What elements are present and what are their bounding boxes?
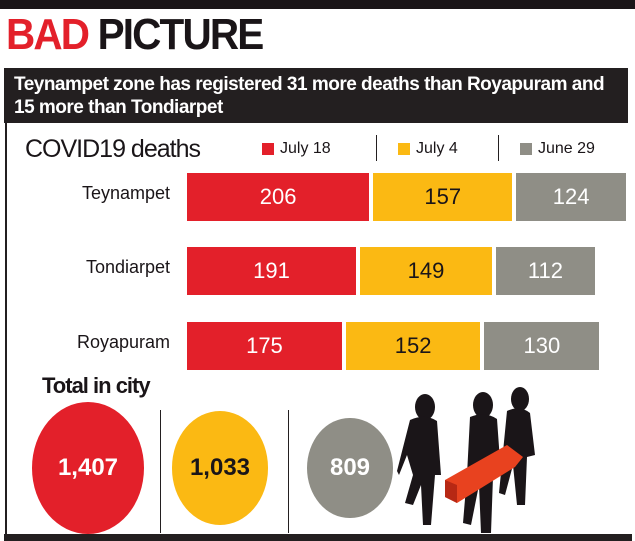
legend-separator [498,135,499,161]
legend-swatch [520,143,532,155]
bar-segment: 112 [495,247,595,295]
bar-value-label: 191 [253,258,290,283]
pallbearers-illustration [397,387,535,533]
subtitle: Teynampet zone has registered 31 more de… [4,68,628,123]
legend-swatch [398,143,410,155]
bottom-bar [4,534,632,541]
bar-segment: 206 [187,173,370,221]
frame-line [5,123,7,535]
bar-segment: 124 [516,173,626,221]
bar-value-label: 130 [523,333,561,358]
bar-value-label: 206 [259,184,297,209]
divider [160,410,161,533]
bar-value-label: 124 [552,184,590,209]
total-circle: 1,407 [31,402,145,534]
legend-swatch [262,143,274,155]
legend-label: June 29 [538,140,595,157]
bar-segment: 149 [360,247,492,295]
headline-red: BAD [6,10,90,59]
legend-separator [376,135,377,161]
bar-segment: 157 [373,173,513,221]
bar-value-label: 112 [527,258,563,283]
bar-segment: 130 [484,322,600,370]
headline-black: PICTURE [97,10,265,59]
legend-item: July 18 [262,140,331,158]
total-circle: 809 [307,417,393,519]
divider [288,410,289,533]
legend-label: July 4 [416,140,458,157]
bar-segment: 191 [187,247,357,295]
category-label: Teynampet [81,183,170,203]
chart-title: COVID19 deaths [25,135,201,163]
totals-title: Total in city [42,373,151,398]
legend-label: July 18 [280,140,331,157]
total-circle: 1,033 [171,411,269,525]
legend-item: June 29 [520,140,595,158]
category-label: Royapuram [76,332,170,352]
headline: BAD PICTURE [6,10,265,59]
bar-segment: 175 [187,322,342,370]
total-value: 1,033 [189,453,251,481]
bar-value-label: 149 [407,258,445,283]
total-value: 1,407 [57,454,119,481]
bar-value-label: 157 [424,184,462,209]
bar-segment: 152 [345,322,481,370]
bar-value-label: 152 [394,333,432,358]
total-value: 809 [329,453,371,481]
top-bar [0,0,635,9]
legend-item: July 4 [398,140,458,158]
bar-value-label: 175 [246,333,283,358]
category-label: Tondiarpet [85,257,170,277]
